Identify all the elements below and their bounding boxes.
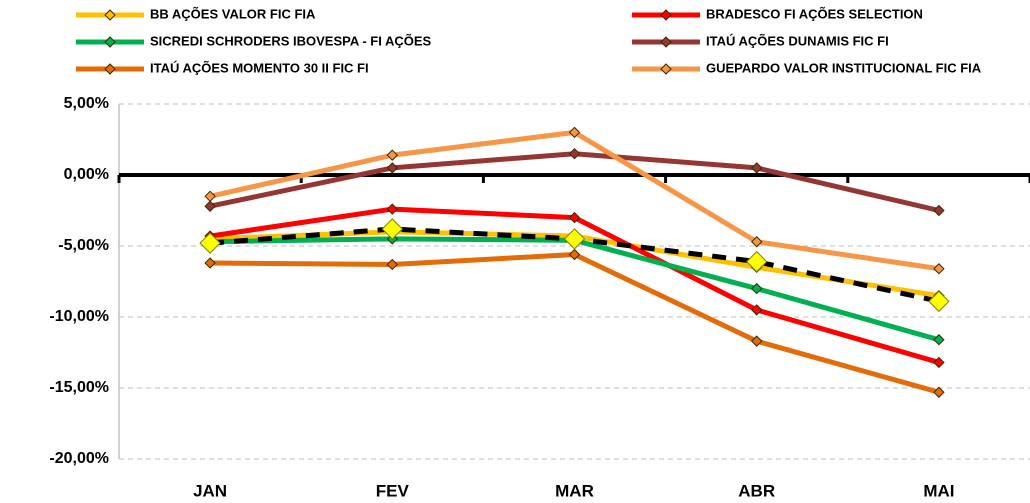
legend-marker [104,63,116,75]
marker [933,334,945,346]
legend-label: GUEPARDO VALOR INSTITUCIONAL FIC FIA [706,60,982,75]
marker [568,211,581,224]
marker [386,149,399,161]
marker [750,282,763,295]
marker [750,236,763,248]
legend-marker [104,9,116,21]
marker [204,190,216,203]
marker [381,218,404,240]
marker [750,304,763,316]
marker [933,356,945,369]
marker [386,203,399,215]
marker [750,162,763,174]
marker [568,147,581,160]
legend-marker [660,9,672,21]
x-tick-label: ABR [738,481,775,500]
marker [568,126,581,139]
marker [933,263,945,275]
legend-label: SICREDI SCHRODERS IBOVESPA - FI AÇÕES [150,33,432,48]
series-line [209,151,940,213]
legend-marker [660,63,672,75]
marker [750,335,763,347]
y-tick-label: 5,00% [64,95,109,112]
y-tick-label: -5,00% [58,237,109,254]
y-tick-label: 0,00% [64,166,109,183]
marker [563,228,586,250]
marker [204,200,216,212]
marker [745,250,768,273]
marker [568,248,581,261]
legend-marker [104,36,116,48]
x-tick-label: MAR [555,481,594,500]
marker [199,232,221,254]
y-tick-label: -10,00% [49,308,109,325]
y-tick-label: -15,00% [49,379,109,396]
marker [204,257,216,269]
marker [386,162,399,174]
marker [933,204,945,217]
legend-label: BRADESCO FI AÇÕES SELECTION [706,6,923,21]
legend-label: ITAÚ AÇÕES DUNAMIS FIC FI [706,33,889,48]
y-tick-label: -20,00% [49,450,109,467]
marker [933,386,945,398]
legend-marker [660,36,672,48]
x-tick-label: FEV [376,481,410,500]
x-tick-label: JAN [193,481,227,500]
series-line [210,252,940,395]
x-tick-label: MAI [923,481,954,500]
marker [386,258,399,271]
legend-label: ITAÚ AÇÕES MOMENTO 30 II FIC FI [150,60,369,75]
marker [928,290,950,313]
legend-label: BB AÇÕES VALOR FIC FIA [150,6,316,21]
